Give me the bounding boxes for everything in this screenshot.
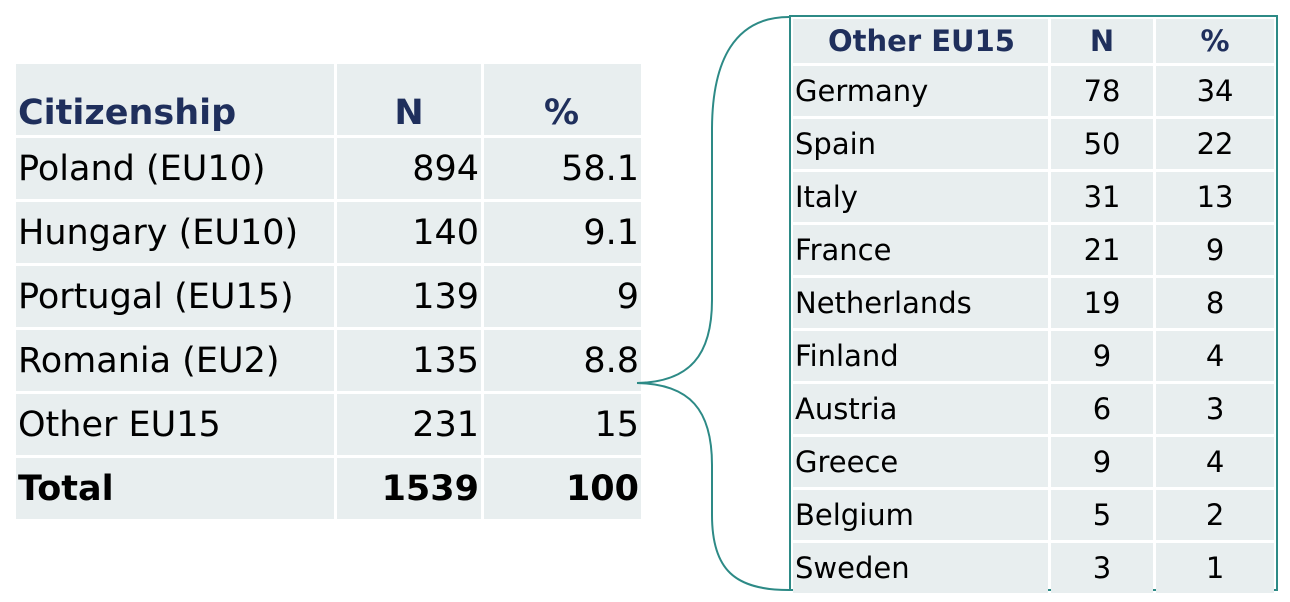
- table-row: Greece 9 4: [793, 437, 1274, 487]
- row-country: Finland: [793, 331, 1048, 381]
- table-row: Sweden 3 1: [793, 543, 1274, 593]
- total-percent: 100: [484, 458, 641, 519]
- row-percent: 13: [1156, 172, 1274, 222]
- row-percent: 8: [1156, 278, 1274, 328]
- column-header-other-eu15: Other EU15: [793, 19, 1048, 63]
- total-label: Total: [16, 458, 334, 519]
- row-percent: 9.1: [484, 202, 641, 263]
- row-n: 31: [1050, 172, 1154, 222]
- row-country: Poland (EU10): [16, 138, 334, 199]
- row-percent: 9: [1156, 225, 1274, 275]
- row-percent: 4: [1156, 331, 1274, 381]
- table-row: Italy 31 13: [793, 172, 1274, 222]
- table-row: Netherlands 19 8: [793, 278, 1274, 328]
- row-percent: 3: [1156, 384, 1274, 434]
- row-n: 894: [337, 138, 481, 199]
- column-header-n: N: [1050, 19, 1154, 63]
- row-country: Netherlands: [793, 278, 1048, 328]
- citizenship-table: Citizenship N % Poland (EU10) 894 58.1 H…: [13, 61, 644, 522]
- row-n: 21: [1050, 225, 1154, 275]
- row-country: Spain: [793, 119, 1048, 169]
- row-n: 9: [1050, 331, 1154, 381]
- row-n: 139: [337, 266, 481, 327]
- row-country: Romania (EU2): [16, 330, 334, 391]
- row-n: 50: [1050, 119, 1154, 169]
- column-header-percent: %: [484, 64, 641, 135]
- row-country: Portugal (EU15): [16, 266, 334, 327]
- row-percent: 1: [1156, 543, 1274, 593]
- row-country: France: [793, 225, 1048, 275]
- row-country: Austria: [793, 384, 1048, 434]
- row-n: 9: [1050, 437, 1154, 487]
- row-country: Other EU15: [16, 394, 334, 455]
- table-row: Austria 6 3: [793, 384, 1274, 434]
- row-percent: 34: [1156, 66, 1274, 116]
- table-row: Hungary (EU10) 140 9.1: [16, 202, 641, 263]
- row-n: 231: [337, 394, 481, 455]
- table-row: France 21 9: [793, 225, 1274, 275]
- row-n: 19: [1050, 278, 1154, 328]
- row-n: 3: [1050, 543, 1154, 593]
- table-row: Germany 78 34: [793, 66, 1274, 116]
- other-eu15-table: Other EU15 N % Germany 78 34 Spain 50 22…: [790, 16, 1277, 596]
- row-country: Germany: [793, 66, 1048, 116]
- other-eu15-box: Other EU15 N % Germany 78 34 Spain 50 22…: [789, 15, 1278, 593]
- row-n: 6: [1050, 384, 1154, 434]
- row-n: 5: [1050, 490, 1154, 540]
- table-row: Poland (EU10) 894 58.1: [16, 138, 641, 199]
- row-percent: 8.8: [484, 330, 641, 391]
- row-country: Hungary (EU10): [16, 202, 334, 263]
- row-percent: 9: [484, 266, 641, 327]
- row-percent: 22: [1156, 119, 1274, 169]
- row-country: Greece: [793, 437, 1048, 487]
- row-percent: 4: [1156, 437, 1274, 487]
- row-n: 78: [1050, 66, 1154, 116]
- table-row: Romania (EU2) 135 8.8: [16, 330, 641, 391]
- table-header-row: Other EU15 N %: [793, 19, 1274, 63]
- total-n: 1539: [337, 458, 481, 519]
- column-header-percent: %: [1156, 19, 1274, 63]
- row-percent: 15: [484, 394, 641, 455]
- table-row: Spain 50 22: [793, 119, 1274, 169]
- column-header-n: N: [337, 64, 481, 135]
- row-country: Belgium: [793, 490, 1048, 540]
- row-n: 135: [337, 330, 481, 391]
- column-header-citizenship: Citizenship: [16, 64, 334, 135]
- table-header-row: Citizenship N %: [16, 64, 641, 135]
- table-row: Belgium 5 2: [793, 490, 1274, 540]
- row-country: Italy: [793, 172, 1048, 222]
- table-row: Finland 9 4: [793, 331, 1274, 381]
- total-row: Total 1539 100: [16, 458, 641, 519]
- row-country: Sweden: [793, 543, 1048, 593]
- table-row: Other EU15 231 15: [16, 394, 641, 455]
- table-row: Portugal (EU15) 139 9: [16, 266, 641, 327]
- row-percent: 58.1: [484, 138, 641, 199]
- row-percent: 2: [1156, 490, 1274, 540]
- row-n: 140: [337, 202, 481, 263]
- brace-curve: [636, 16, 790, 591]
